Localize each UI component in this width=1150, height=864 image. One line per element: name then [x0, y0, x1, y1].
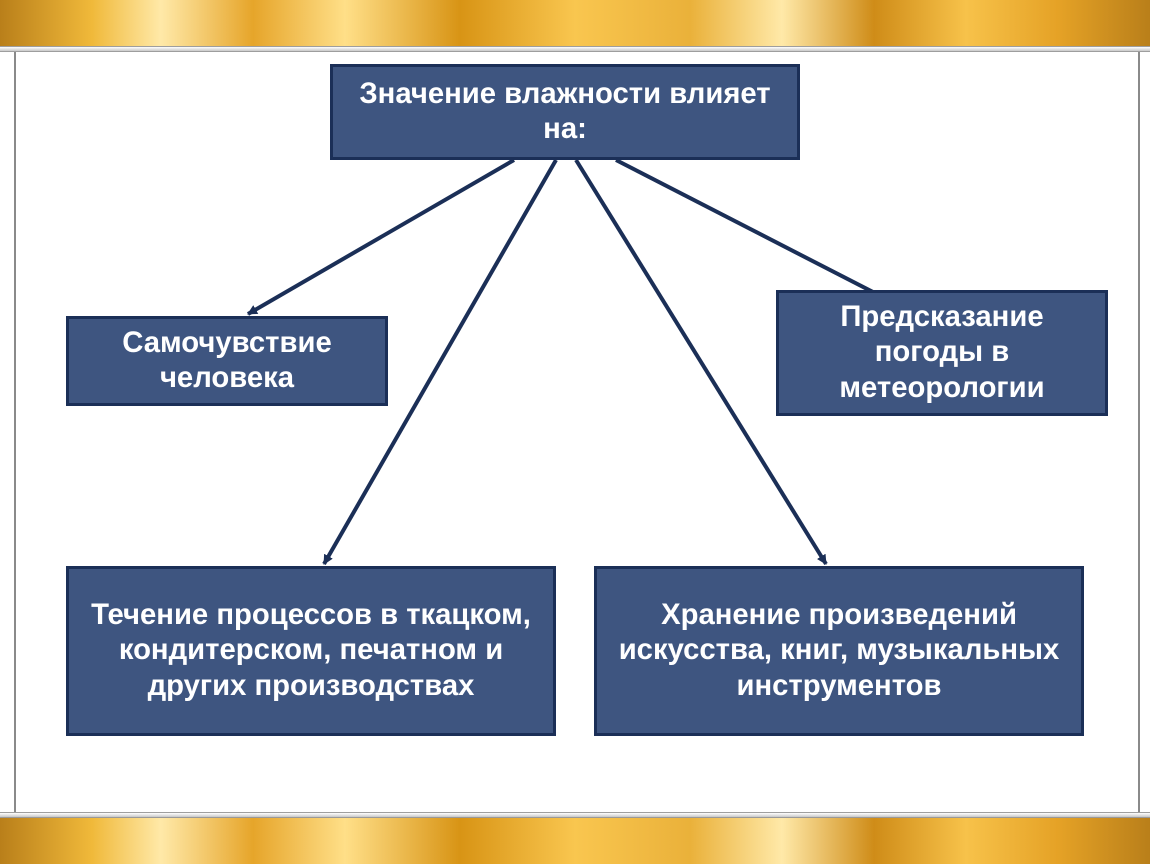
slide: Значение влажности влияет на: Самочувств…	[0, 0, 1150, 864]
node-production: Течение процессов в ткацком, кондитерско…	[66, 566, 556, 736]
node-wellbeing-label: Самочувствие человека	[83, 326, 371, 396]
node-storage-label: Хранение произведений искусства, книг, м…	[611, 598, 1067, 703]
node-meteorology: Предсказание погоды в метеорологии	[776, 290, 1108, 416]
decorative-band-bottom	[0, 818, 1150, 864]
node-wellbeing: Самочувствие человека	[66, 316, 388, 406]
node-root-label: Значение влажности влияет на:	[347, 77, 783, 147]
decorative-band-top	[0, 0, 1150, 46]
node-storage: Хранение произведений искусства, книг, м…	[594, 566, 1084, 736]
node-meteorology-label: Предсказание погоды в метеорологии	[793, 300, 1091, 405]
edge-root-n2	[616, 160, 904, 308]
node-production-label: Течение процессов в ткацком, кондитерско…	[83, 598, 539, 703]
node-root: Значение влажности влияет на:	[330, 64, 800, 160]
edge-root-n1	[248, 160, 514, 314]
diagram-canvas: Значение влажности влияет на: Самочувств…	[14, 52, 1140, 812]
